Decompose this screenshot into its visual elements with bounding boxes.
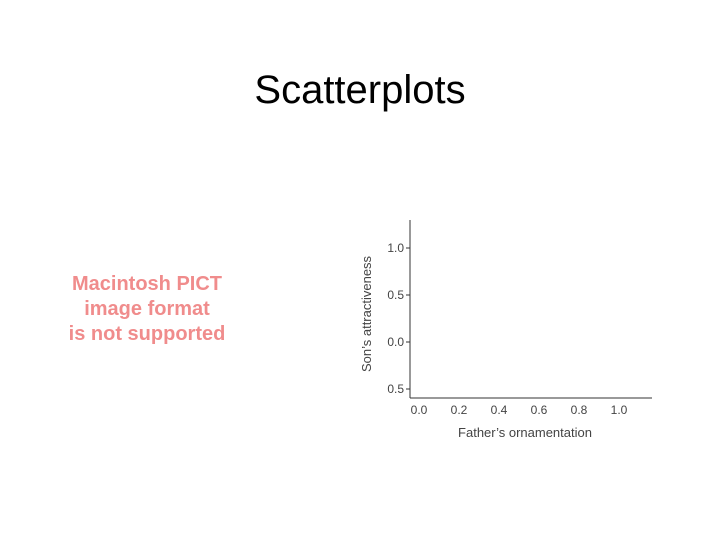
y-tick-label: 0.0 bbox=[387, 335, 404, 349]
y-tick-label: 1.0 bbox=[387, 241, 404, 255]
x-axis-label: Father’s ornamentation bbox=[458, 425, 592, 440]
placeholder-line-3: is not supported bbox=[68, 323, 226, 345]
scatterplot: 1.0 0.5 0.0 0.5 0.0 0.2 0.4 0.6 0.8 1.0 Son’s at… bbox=[359, 220, 652, 440]
pict-placeholder: Macintosh PICT image format is not suppo… bbox=[40, 272, 254, 347]
x-tick-label: 0.6 bbox=[531, 403, 548, 417]
y-tick-label: 0.5 bbox=[387, 382, 404, 396]
x-tick-label: 1.0 bbox=[611, 403, 628, 417]
x-tick-label: 0.4 bbox=[491, 403, 508, 417]
y-axis-ticks: 1.0 0.5 0.0 0.5 bbox=[387, 241, 410, 396]
x-tick-label: 0.8 bbox=[571, 403, 588, 417]
y-tick-label: 0.5 bbox=[387, 288, 404, 302]
page-title: Scatterplots bbox=[254, 68, 466, 112]
placeholder-line-2: image format bbox=[84, 298, 210, 320]
x-tick-label: 0.2 bbox=[451, 403, 468, 417]
x-tick-label: 0.0 bbox=[411, 403, 428, 417]
x-axis-ticks: 0.0 0.2 0.4 0.6 0.8 1.0 bbox=[411, 403, 628, 417]
placeholder-line-1: Macintosh PICT bbox=[71, 273, 222, 295]
y-axis-label: Son’s attractiveness bbox=[359, 255, 374, 372]
